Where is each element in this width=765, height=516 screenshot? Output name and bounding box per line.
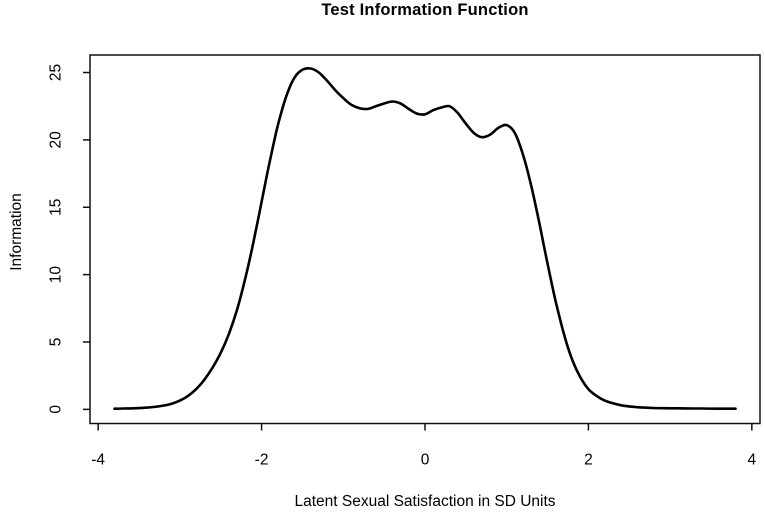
y-tick-label: 15 bbox=[48, 199, 65, 216]
y-tick-label: 5 bbox=[48, 338, 65, 347]
plot-box bbox=[89, 54, 761, 425]
x-tick-label: 0 bbox=[421, 452, 430, 469]
y-tick-label: 10 bbox=[48, 266, 65, 284]
y-tick-label: 0 bbox=[48, 405, 65, 414]
x-tick-label: 4 bbox=[748, 452, 757, 469]
x-tick-label: 2 bbox=[584, 452, 593, 469]
x-tick-label: -2 bbox=[255, 452, 269, 469]
x-axis-title: Latent Sexual Satisfaction in SD Units bbox=[294, 493, 556, 510]
tif-curve bbox=[113, 66, 737, 411]
x-tick-label: -4 bbox=[91, 452, 105, 469]
y-tick-label: 25 bbox=[48, 64, 65, 81]
y-tick-label: 20 bbox=[48, 131, 65, 149]
chart-title: Test Information Function bbox=[321, 1, 529, 19]
